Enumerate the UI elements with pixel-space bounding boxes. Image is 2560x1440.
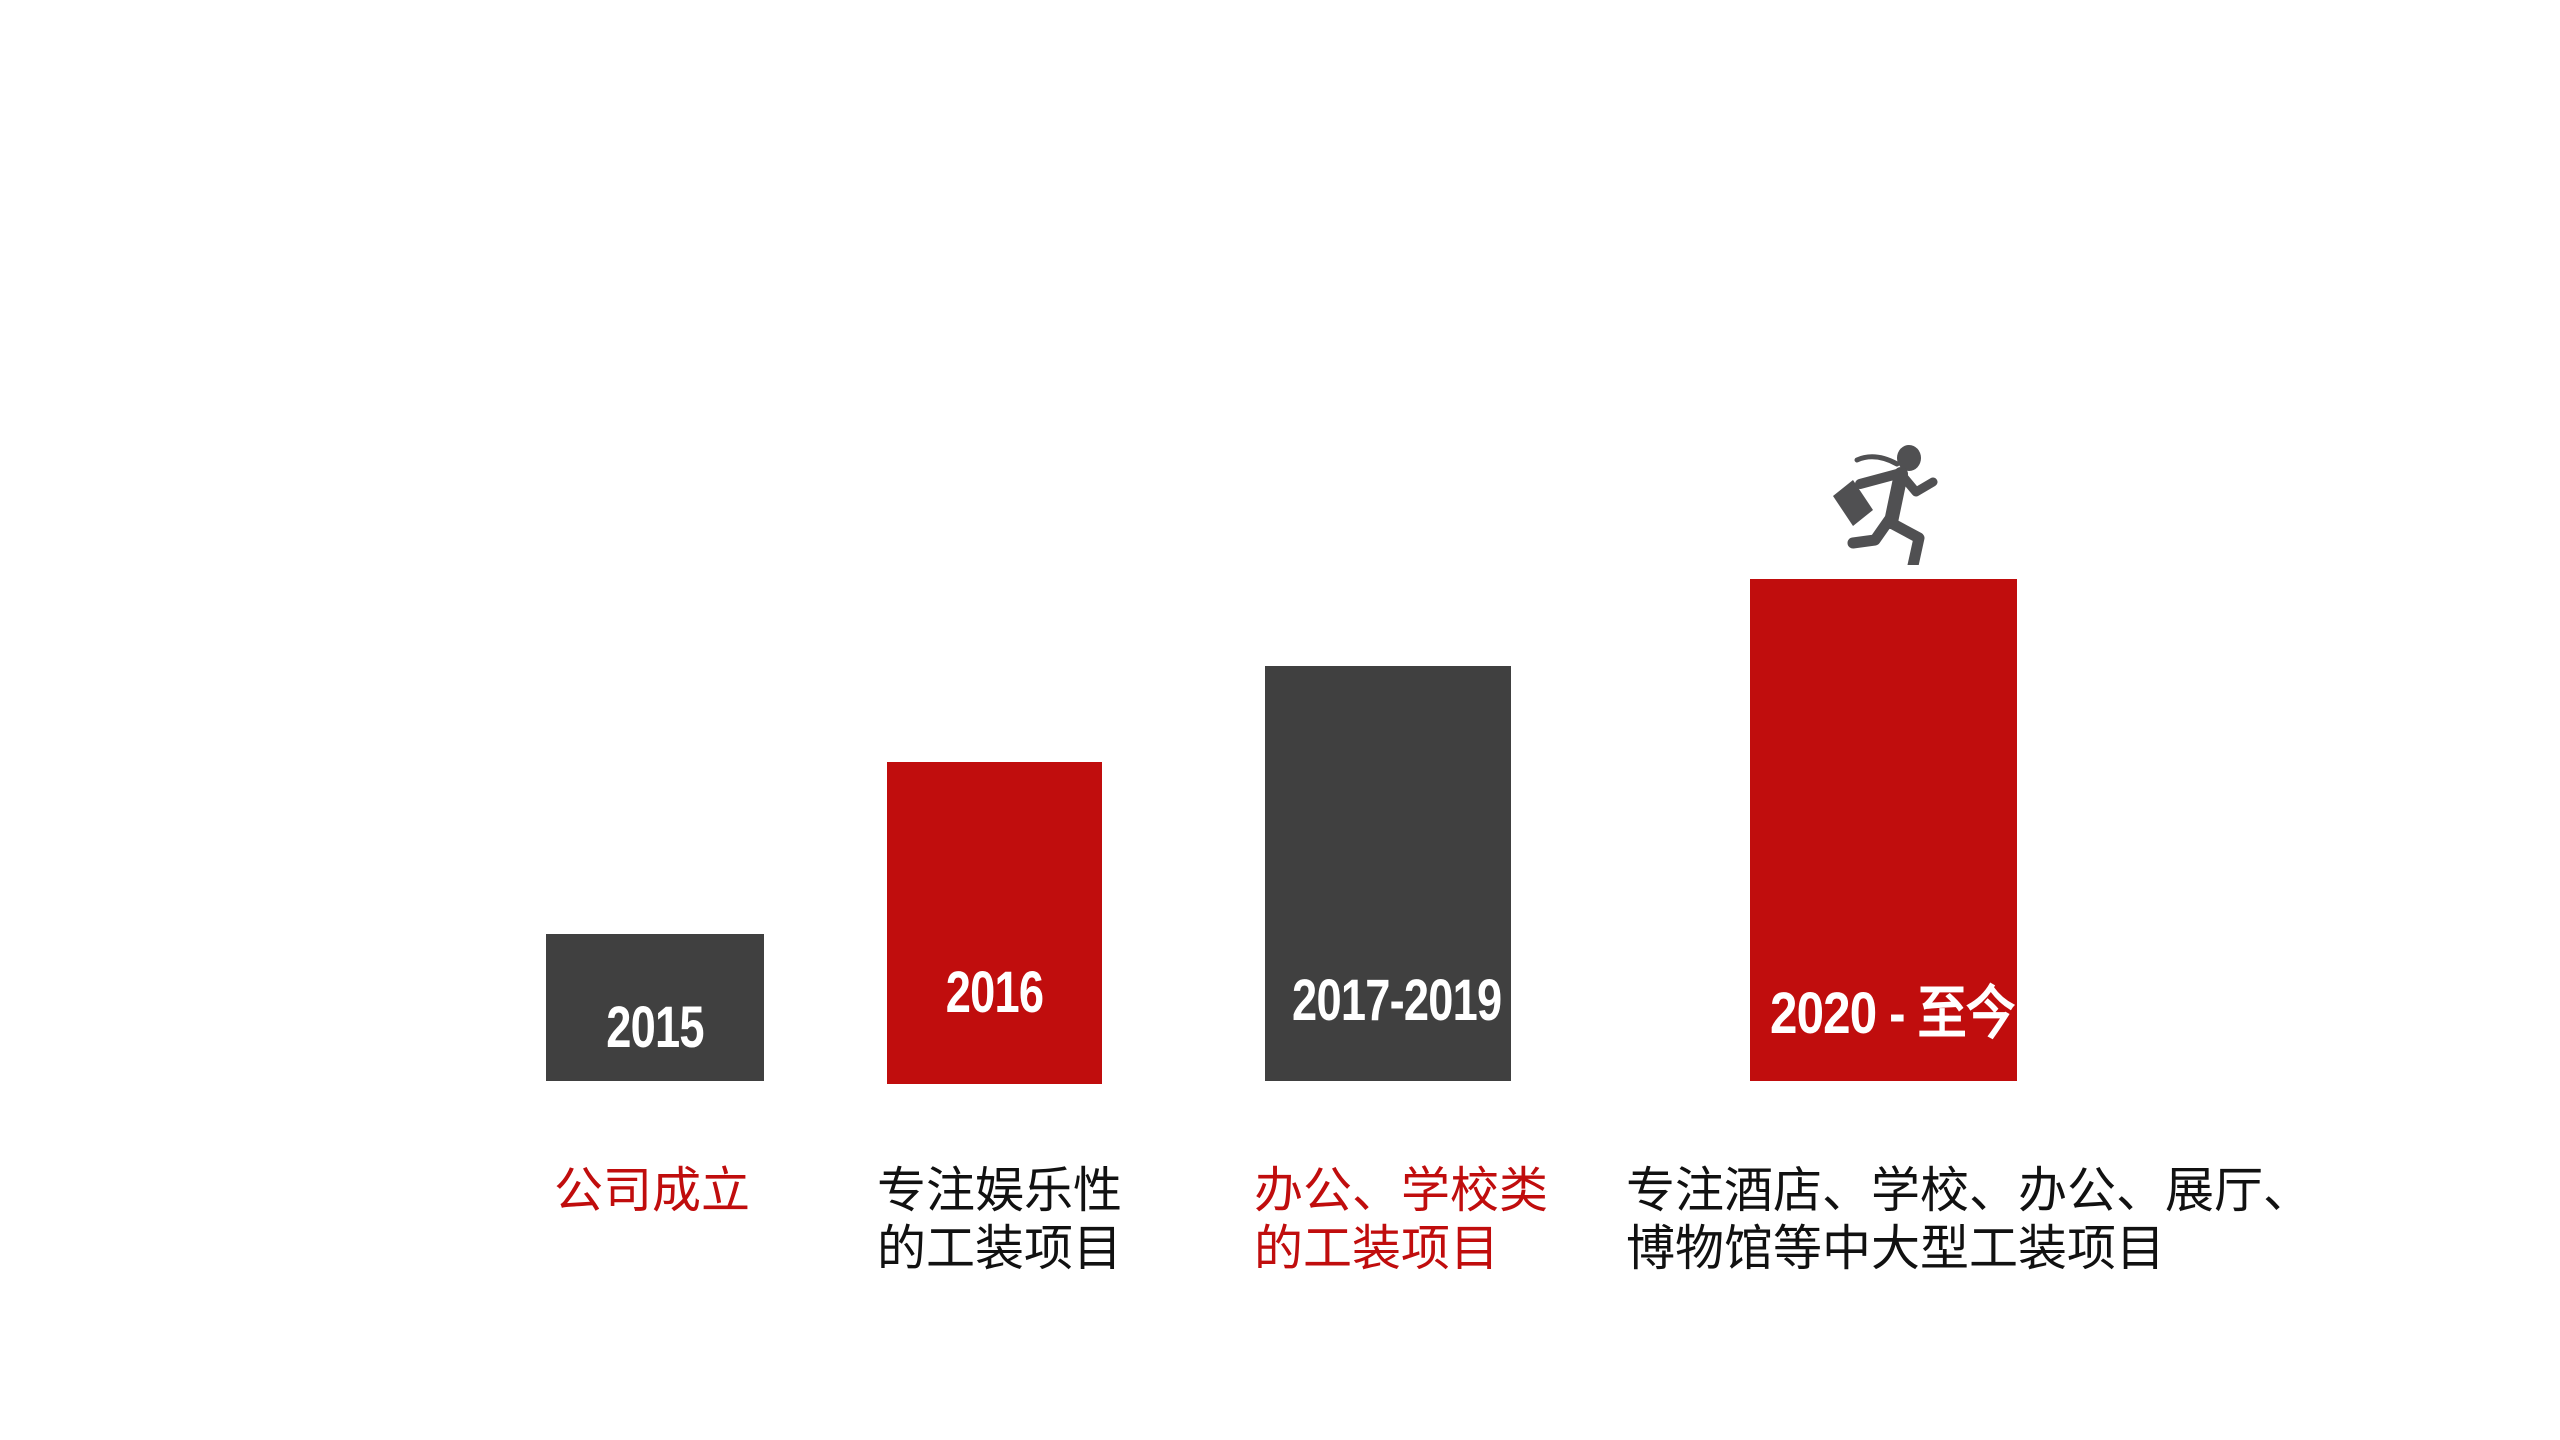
caption-line: 的工装项目 (1254, 1222, 1500, 1276)
caption-2017-2019: 办公、学校类 的工装项目 (1254, 1162, 1548, 1278)
caption-2016: 专注娱乐性 的工装项目 (877, 1162, 1122, 1278)
year-label: 2015 (606, 995, 704, 1060)
caption-line: 专注酒店、学校、办公、展厅、 (1626, 1164, 2313, 1218)
caption-line: 专注娱乐性 (877, 1164, 1123, 1218)
bar-2017-2019: 2017-2019 (1265, 666, 1511, 1081)
bar-2015: 2015 (546, 934, 764, 1081)
bar-2020-present: 2020 - 至今 (1750, 579, 2017, 1081)
caption-2015: 公司成立 (554, 1162, 750, 1220)
year-label: 2016 (945, 960, 1044, 1025)
running-businessman-icon (1833, 445, 1938, 565)
caption-line: 博物馆等中大型工装项目 (1626, 1222, 2166, 1276)
year-label: 2020 - 至今 (1770, 981, 2015, 1046)
caption-2020-present: 专注酒店、学校、办公、展厅、 博物馆等中大型工装项目 (1626, 1162, 2312, 1278)
bar-2016: 2016 (887, 762, 1102, 1084)
caption-line: 的工装项目 (877, 1222, 1123, 1276)
caption-line: 公司成立 (554, 1164, 751, 1218)
caption-line: 办公、学校类 (1254, 1164, 1549, 1218)
year-label: 2017-2019 (1292, 968, 1502, 1033)
